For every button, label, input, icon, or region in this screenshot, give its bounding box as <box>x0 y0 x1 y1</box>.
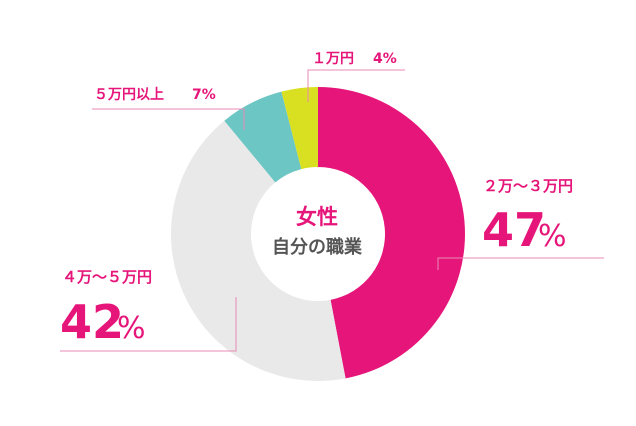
center-subtitle: 自分の職業 <box>272 236 363 258</box>
slice-4-5man <box>170 120 346 382</box>
leader-line-4-5man <box>60 297 237 352</box>
unit-4-5man: % <box>117 311 146 346</box>
unit-2-3man: % <box>538 219 567 254</box>
donut-slices <box>170 87 466 382</box>
slice-1man <box>281 87 318 170</box>
label-2-3man: ２万～３万円 <box>483 177 573 195</box>
value-4-5man: 42 <box>60 295 124 349</box>
label-5man-ijou: ５万円以上 <box>94 87 164 103</box>
slice-2-3man <box>318 87 466 379</box>
leader-line-1man <box>307 69 405 102</box>
value-1man: 4% <box>373 51 397 67</box>
value-5man-ijou: 7% <box>192 87 216 103</box>
value-2-3man: 47 <box>482 203 546 257</box>
leader-line-2-3man <box>437 257 604 270</box>
label-4-5man: ４万～５万円 <box>62 268 152 286</box>
label-1man: １万円 <box>312 51 354 67</box>
center-title: 女性 <box>296 205 338 229</box>
leader-line-5man-ijou <box>92 108 245 130</box>
